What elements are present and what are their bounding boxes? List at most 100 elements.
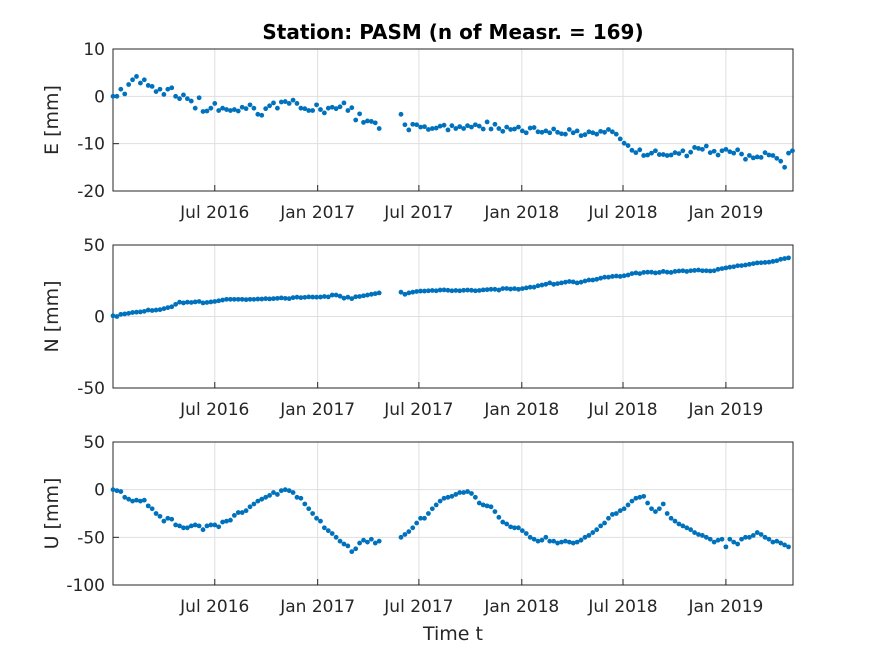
data-point — [743, 156, 748, 162]
data-point — [582, 534, 588, 540]
data-point — [668, 270, 674, 275]
subplots: Jul 2016 Jan 2017 Jul 2017 Jan 2018 Jul 2018… — [41, 40, 795, 617]
data-point — [278, 99, 284, 105]
data-point — [282, 487, 288, 493]
data-point — [314, 294, 319, 300]
data-point — [613, 131, 619, 137]
x-tick-label: Jul 2016 — [179, 203, 249, 223]
data-point — [341, 541, 347, 547]
data-point — [418, 124, 423, 130]
data-point — [368, 536, 374, 542]
y-axis-label: N [mm] — [41, 280, 63, 352]
data-point — [578, 133, 584, 139]
data-point — [523, 531, 529, 536]
x-tick-label: Jan 2019 — [687, 597, 763, 617]
data-point — [551, 281, 557, 287]
data-point — [361, 293, 366, 299]
data-point — [406, 290, 412, 296]
data-point — [613, 273, 619, 279]
data-point — [457, 124, 463, 130]
data-point — [469, 287, 474, 293]
data-point — [684, 269, 690, 274]
data-point — [668, 515, 674, 521]
y-axis-label: E [mm] — [41, 85, 63, 155]
data-point — [739, 263, 744, 268]
data-point — [188, 300, 194, 305]
data-point — [310, 108, 316, 113]
data-point — [149, 308, 155, 313]
data-point — [208, 105, 214, 111]
data-point — [318, 107, 323, 112]
data-point — [504, 286, 510, 291]
data-point — [429, 288, 435, 293]
data-point — [523, 285, 529, 291]
data-point — [122, 494, 128, 500]
data-point — [325, 105, 331, 111]
data-point — [731, 150, 737, 156]
data-point — [251, 105, 257, 111]
data-point — [488, 286, 494, 292]
data-point — [649, 150, 654, 156]
data-point — [559, 131, 564, 137]
data-point — [114, 488, 120, 494]
data-point — [543, 128, 549, 134]
data-point — [782, 542, 788, 548]
data-point — [114, 93, 120, 99]
data-point — [204, 108, 210, 114]
data-point — [582, 278, 588, 284]
data-point — [126, 496, 132, 502]
x-tick-label: Jul 2017 — [383, 400, 453, 420]
data-point — [130, 498, 135, 504]
x-tick-label: Jul 2016 — [179, 400, 249, 420]
data-point — [539, 282, 545, 288]
data-point — [488, 504, 494, 510]
data-point — [267, 296, 272, 302]
data-point — [480, 126, 486, 132]
data-point — [341, 100, 347, 106]
data-point — [398, 111, 404, 117]
data-point — [357, 294, 363, 299]
data-point — [602, 520, 607, 526]
data-point — [239, 296, 245, 302]
data-point — [653, 509, 658, 514]
data-point — [453, 288, 459, 293]
data-point — [357, 111, 363, 117]
data-point — [275, 492, 280, 497]
data-point — [445, 494, 451, 500]
data-point — [578, 279, 584, 285]
data-point — [754, 530, 760, 535]
data-point — [555, 281, 560, 287]
data-point — [157, 513, 163, 519]
data-point — [192, 299, 198, 305]
data-point — [516, 124, 521, 130]
data-point — [422, 124, 427, 130]
data-point — [306, 108, 312, 113]
data-point — [469, 491, 474, 496]
data-point — [625, 272, 631, 278]
x-tick-label: Jul 2018 — [587, 203, 657, 223]
data-point — [263, 296, 269, 302]
data-point — [735, 541, 741, 547]
data-point — [633, 495, 639, 501]
data-point — [700, 268, 705, 274]
data-point — [590, 130, 596, 136]
data-point — [278, 488, 284, 494]
data-point — [778, 540, 784, 546]
data-point — [212, 299, 218, 304]
data-point — [161, 92, 167, 97]
data-point — [294, 294, 300, 300]
subplot-north: Jul 2016 Jan 2017 Jul 2017 Jan 2018 Jul 2018… — [41, 236, 794, 420]
data-point — [278, 295, 284, 301]
data-point — [437, 498, 443, 504]
data-point — [645, 152, 651, 158]
data-point — [208, 522, 214, 528]
data-point — [543, 281, 549, 287]
data-point — [267, 492, 272, 498]
data-point — [145, 83, 151, 88]
data-point — [239, 510, 245, 515]
data-point — [551, 126, 557, 132]
data-point — [563, 279, 568, 285]
data-point — [613, 511, 619, 516]
data-point — [594, 131, 600, 137]
axes-frame — [112, 48, 794, 192]
